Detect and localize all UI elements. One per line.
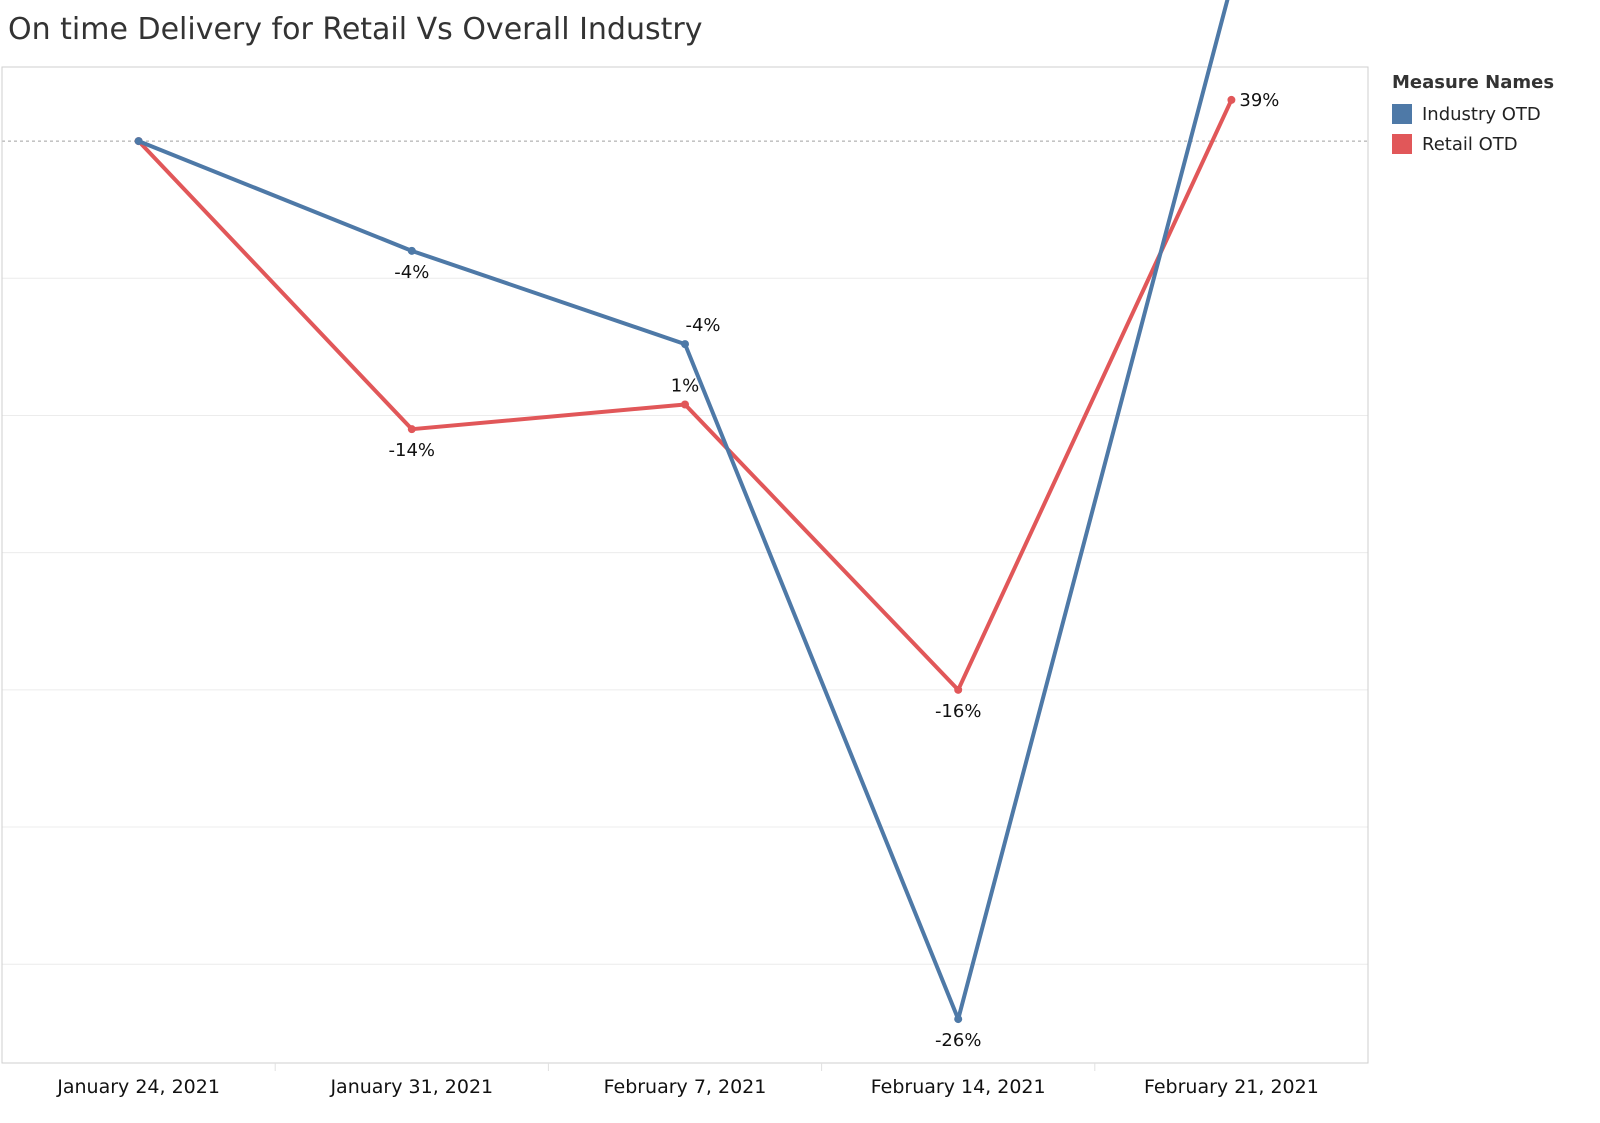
data-point[interactable] [954,685,963,694]
x-tick-label: February 14, 2021 [871,1076,1046,1098]
x-axis: January 24, 2021 January 31, 2021 February… [56,1063,1319,1098]
grid-layer [2,140,1368,965]
chart-title: On time Delivery for Retail Vs Overall I… [8,12,703,47]
x-tick-label: January 24, 2021 [56,1076,220,1098]
data-label: -16% [935,701,982,722]
plot-frame [1,66,1369,1064]
data-point[interactable] [134,137,143,146]
legend-item-retail[interactable]: Retail OTD [1392,129,1554,159]
data-label: -26% [935,1030,982,1051]
x-tick-label: February 7, 2021 [604,1076,767,1098]
data-point[interactable] [954,1015,963,1024]
data-point[interactable] [681,340,689,349]
legend-title: Measure Names [1392,72,1555,93]
data-point[interactable] [681,400,689,409]
data-label: -4% [394,262,429,283]
data-label: -4% [685,315,720,336]
data-point[interactable] [1227,95,1236,104]
legend-swatch-retail [1392,134,1412,154]
series-layer [134,0,1236,1024]
data-label: 1% [671,375,700,396]
legend-label-industry: Industry OTD [1422,103,1541,125]
x-tick-label: February 21, 2021 [1144,1076,1319,1098]
x-tick-label: January 31, 2021 [329,1076,493,1098]
data-point[interactable] [407,425,416,434]
series-line-0[interactable] [136,0,1232,1022]
legend-label-retail: Retail OTD [1422,133,1518,155]
data-label: -14% [389,440,436,461]
legend-swatch-industry [1392,104,1412,124]
legend-item-industry[interactable]: Industry OTD [1392,99,1554,129]
legend: Measure Names Industry OTD Retail OTD [1392,72,1554,159]
data-label: 39% [1239,90,1279,111]
data-point[interactable] [407,246,416,255]
data-label-layer: -14%1%-16%39%-4%-4%-26%38% [389,90,1280,1051]
